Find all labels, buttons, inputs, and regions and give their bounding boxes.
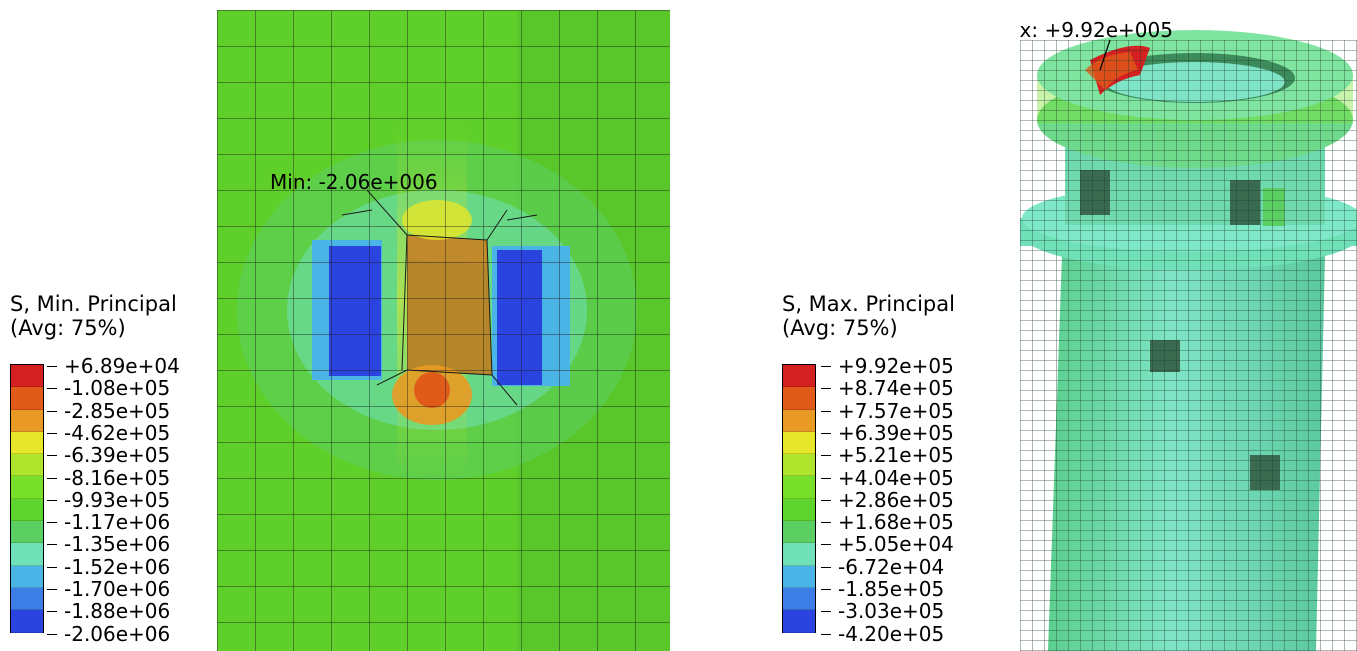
legend-swatch xyxy=(11,543,43,566)
legend-label: -4.20e+05 xyxy=(820,621,945,646)
legend-swatch xyxy=(783,565,815,588)
legend-label: +8.74e+05 xyxy=(821,376,954,401)
min-principal-legend: S, Min. Principal (Avg: 75%) +6.89e+04 -1… xyxy=(10,292,210,646)
legend-swatch xyxy=(783,454,815,477)
legend-swatch xyxy=(11,454,43,477)
legend-label: -6.39e+05 xyxy=(46,443,171,468)
legend-swatch xyxy=(783,610,815,633)
legend-swatch xyxy=(11,431,43,455)
legend-label: -2.06e+06 xyxy=(46,621,171,646)
legend-swatch xyxy=(783,409,815,432)
legend-label: -1.08e+05 xyxy=(46,376,171,401)
legend-swatch xyxy=(11,610,43,633)
legend-title: S, Max. Principal xyxy=(782,292,955,316)
max-value-annotation: Max: +9.92e+005 xyxy=(1020,18,1173,42)
legend-label: +9.92e+05 xyxy=(821,354,954,378)
legend-swatch xyxy=(11,409,43,432)
legend-swatch xyxy=(11,587,43,611)
legend-swatch xyxy=(783,587,815,611)
legend-label: +1.68e+05 xyxy=(821,510,954,535)
legend-swatch xyxy=(11,387,43,410)
legend-label: -1.35e+06 xyxy=(46,532,171,557)
legend-label: +6.39e+05 xyxy=(821,420,954,445)
legend-label: +6.89e+04 xyxy=(47,354,180,378)
legend-label: +7.57e+05 xyxy=(821,398,954,423)
legend-title: S, Min. Principal xyxy=(10,292,177,316)
legend-label: -1.70e+06 xyxy=(46,577,171,601)
legend-label: +5.21e+05 xyxy=(821,443,954,468)
legend-swatch xyxy=(783,498,815,522)
legend-subtitle: (Avg: 75%) xyxy=(10,316,126,340)
legend-subtitle: (Avg: 75%) xyxy=(782,316,898,340)
legend-label: +4.04e+05 xyxy=(821,465,954,490)
legend-swatch xyxy=(783,365,815,388)
legend-label: +5.05e+04 xyxy=(821,532,954,557)
max-principal-tower-panel: Max: +9.92e+005 xyxy=(1020,0,1357,651)
legend-label: -3.03e+05 xyxy=(820,599,945,624)
legend-label: -4.62e+05 xyxy=(46,420,171,445)
min-value-annotation: Min: -2.06e+006 xyxy=(270,170,438,194)
legend-label: -1.85e+05 xyxy=(820,577,945,601)
legend-swatch xyxy=(783,387,815,410)
min-principal-contour-plot xyxy=(217,10,670,651)
max-principal-legend: S, Max. Principal (Avg: 75%) +9.92e+05 +8… xyxy=(782,292,982,646)
legend-swatch xyxy=(11,565,43,588)
legend-label: -6.72e+04 xyxy=(820,554,945,579)
legend-label: -1.52e+06 xyxy=(46,554,171,579)
legend-swatch xyxy=(11,498,43,522)
legend-label: -1.88e+06 xyxy=(46,599,171,624)
legend-swatch xyxy=(783,476,815,499)
legend-swatch xyxy=(11,521,43,544)
legend-label: -1.17e+06 xyxy=(46,510,171,535)
legend-colorbar xyxy=(10,364,44,633)
legend-label: -9.93e+05 xyxy=(46,487,171,512)
legend-colorbar xyxy=(782,364,816,633)
legend-swatch xyxy=(783,543,815,566)
legend-swatch xyxy=(783,431,815,455)
legend-label: +2.86e+05 xyxy=(821,487,954,512)
legend-label: -2.85e+05 xyxy=(46,398,171,423)
max-principal-tower-plot xyxy=(1020,30,1357,651)
legend-swatch xyxy=(11,476,43,499)
min-principal-contour-panel: Min: -2.06e+006 xyxy=(217,10,670,651)
legend-swatch xyxy=(783,521,815,544)
legend-label: -8.16e+05 xyxy=(46,465,171,490)
legend-swatch xyxy=(11,365,43,388)
